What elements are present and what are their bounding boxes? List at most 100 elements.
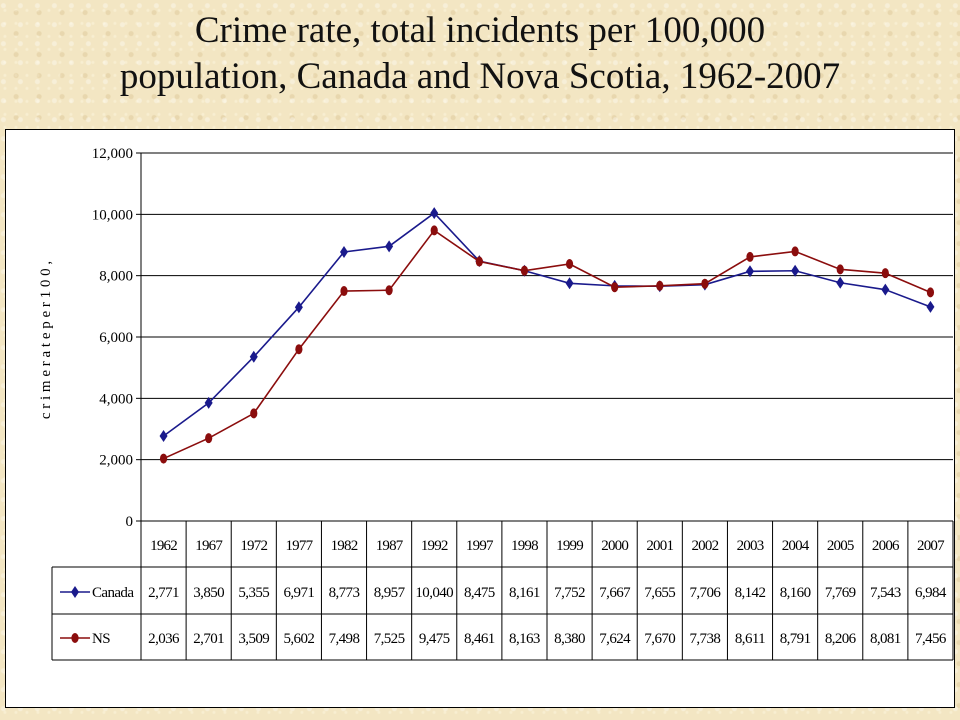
data-label: 8,475 [464, 585, 495, 601]
series-line-ns [163, 229, 931, 460]
data-point [926, 300, 935, 313]
x-tick-label: 2001 [646, 538, 673, 554]
data-label: 8,206 [825, 631, 857, 647]
y-tick-label: 10,000 [92, 207, 133, 223]
data-label: 9,475 [419, 631, 450, 647]
data-point [250, 408, 258, 419]
data-point [565, 277, 574, 290]
x-tick-label: 2007 [917, 538, 945, 554]
x-tick-label: 2005 [827, 538, 854, 554]
data-point [881, 283, 890, 296]
data-label: 8,163 [509, 631, 540, 647]
data-point [430, 207, 439, 220]
data-label: 10,040 [415, 585, 453, 601]
x-tick-label: 1972 [240, 538, 267, 554]
chart-title-line-2: population, Canada and Nova Scotia, 1962… [119, 56, 841, 97]
data-label: 6,971 [284, 585, 315, 601]
data-point [340, 245, 348, 258]
data-label: 8,142 [735, 585, 766, 601]
data-point [159, 430, 168, 443]
data-point [520, 265, 529, 276]
legend-marker [71, 633, 79, 643]
data-point [836, 264, 844, 275]
data-label: 7,543 [870, 585, 901, 601]
data-point [205, 433, 213, 444]
y-tick-label: 2,000 [99, 453, 133, 469]
x-tick-label: 2002 [691, 538, 718, 554]
y-tick-label: 6,000 [99, 330, 133, 346]
legend-label: Canada [92, 585, 134, 601]
data-point [746, 251, 754, 262]
data-label: 8,773 [329, 585, 360, 601]
series-line-canada [163, 212, 931, 437]
data-point [294, 301, 303, 314]
x-tick-label: 2003 [737, 538, 764, 554]
data-point [475, 256, 483, 267]
legend-label: NS [92, 631, 110, 647]
data-point [926, 287, 935, 298]
data-point [340, 286, 348, 297]
data-label: 7,498 [329, 631, 360, 647]
x-tick-label: 2000 [601, 538, 628, 554]
data-point [881, 268, 889, 279]
data-label: 7,655 [644, 585, 675, 601]
data-label: 7,769 [825, 585, 856, 601]
data-point [159, 453, 168, 464]
data-label: 7,525 [374, 631, 405, 647]
x-tick-label: 1992 [421, 538, 448, 554]
data-label: 2,701 [193, 631, 224, 647]
data-label: 7,670 [644, 631, 675, 647]
data-label: 5,602 [284, 631, 315, 647]
y-tick-label: 8,000 [99, 269, 133, 285]
data-point [791, 264, 800, 277]
data-label: 8,461 [464, 631, 495, 647]
data-label: 6,984 [915, 585, 947, 601]
x-tick-label: 2006 [872, 538, 900, 554]
x-tick-label: 1999 [556, 538, 583, 554]
y-axis-label: c r i m e r a t e p e r 1 0 0 , [38, 261, 54, 419]
data-point [836, 276, 845, 289]
data-point [295, 344, 303, 355]
chart-frame [5, 129, 955, 708]
x-tick-label: 1962 [150, 538, 177, 554]
data-label: 7,667 [599, 585, 631, 601]
x-tick-label: 1987 [376, 538, 404, 554]
data-label: 8,791 [780, 631, 811, 647]
data-label: 7,706 [690, 585, 722, 601]
data-point [204, 396, 213, 409]
data-point [701, 278, 709, 289]
x-tick-label: 1998 [511, 538, 538, 554]
data-point [565, 259, 574, 270]
data-label: 8,161 [509, 585, 540, 601]
data-point [746, 265, 754, 278]
data-label: 7,752 [554, 585, 585, 601]
data-label: 8,160 [780, 585, 811, 601]
data-label: 7,738 [690, 631, 721, 647]
data-point [385, 285, 393, 296]
legend-marker [71, 586, 79, 598]
data-point [430, 225, 438, 236]
data-label: 8,081 [870, 631, 901, 647]
data-label: 5,355 [238, 585, 269, 601]
y-tick-label: 0 [126, 514, 134, 530]
data-label: 8,611 [735, 631, 765, 647]
data-point [791, 246, 799, 257]
data-point [249, 350, 258, 363]
y-tick-label: 12,000 [92, 146, 133, 162]
data-point [611, 282, 619, 293]
x-tick-label: 1977 [285, 538, 313, 554]
y-tick-label: 4,000 [99, 391, 133, 407]
data-label: 7,624 [599, 631, 631, 647]
data-point [385, 240, 394, 253]
data-label: 8,380 [554, 631, 585, 647]
chart-title-line-1: Crime rate, total incidents per 100,000 [194, 10, 766, 51]
x-tick-label: 1982 [331, 538, 358, 554]
data-label: 8,957 [374, 585, 406, 601]
x-tick-label: 2004 [782, 538, 810, 554]
x-tick-label: 1967 [195, 538, 223, 554]
data-label: 2,771 [148, 585, 179, 601]
data-label: 7,456 [915, 631, 947, 647]
data-point [656, 280, 664, 291]
data-label: 3,850 [193, 585, 224, 601]
